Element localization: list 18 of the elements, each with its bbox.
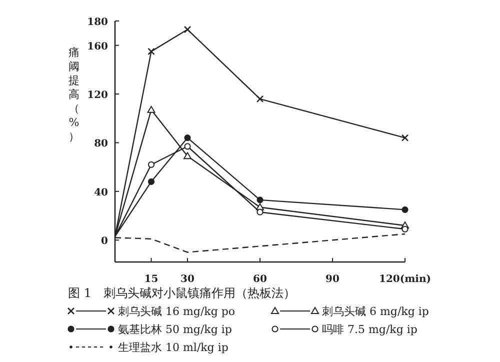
x-tick-label: 90 xyxy=(326,274,340,285)
x-tick-label: 60 xyxy=(253,274,267,285)
legend-label: 生理盐水 10 ml/kg ip xyxy=(118,341,228,354)
y-tick-label: 40 xyxy=(94,187,108,198)
legend-label: 吗啡 7.5 mg/kg ip xyxy=(322,323,418,336)
legend-label: 氨基比林 50 mg/kg ip xyxy=(118,323,232,336)
y-tick-label: 120 xyxy=(87,90,108,102)
y-axis-title: 痛阈提高（%） xyxy=(68,46,80,143)
x-tick-label: 30 xyxy=(180,274,194,285)
y-tick-label: 160 xyxy=(87,41,108,52)
y-tick-label: 80 xyxy=(94,138,108,150)
legend-label: 刺乌头碱 6 mg/kg ip xyxy=(322,305,429,318)
x-tick-label: 120(min) xyxy=(379,274,431,285)
y-tick-label: 180 xyxy=(87,17,108,28)
x-tick-label: 15 xyxy=(144,274,158,285)
legend-label: 刺乌头碱 16 mg/kg po xyxy=(118,305,236,318)
text: 图 1 刺乌头碱对小鼠镇痛作用（热板法） xyxy=(68,286,296,300)
y-tick-label: 0 xyxy=(101,236,108,248)
